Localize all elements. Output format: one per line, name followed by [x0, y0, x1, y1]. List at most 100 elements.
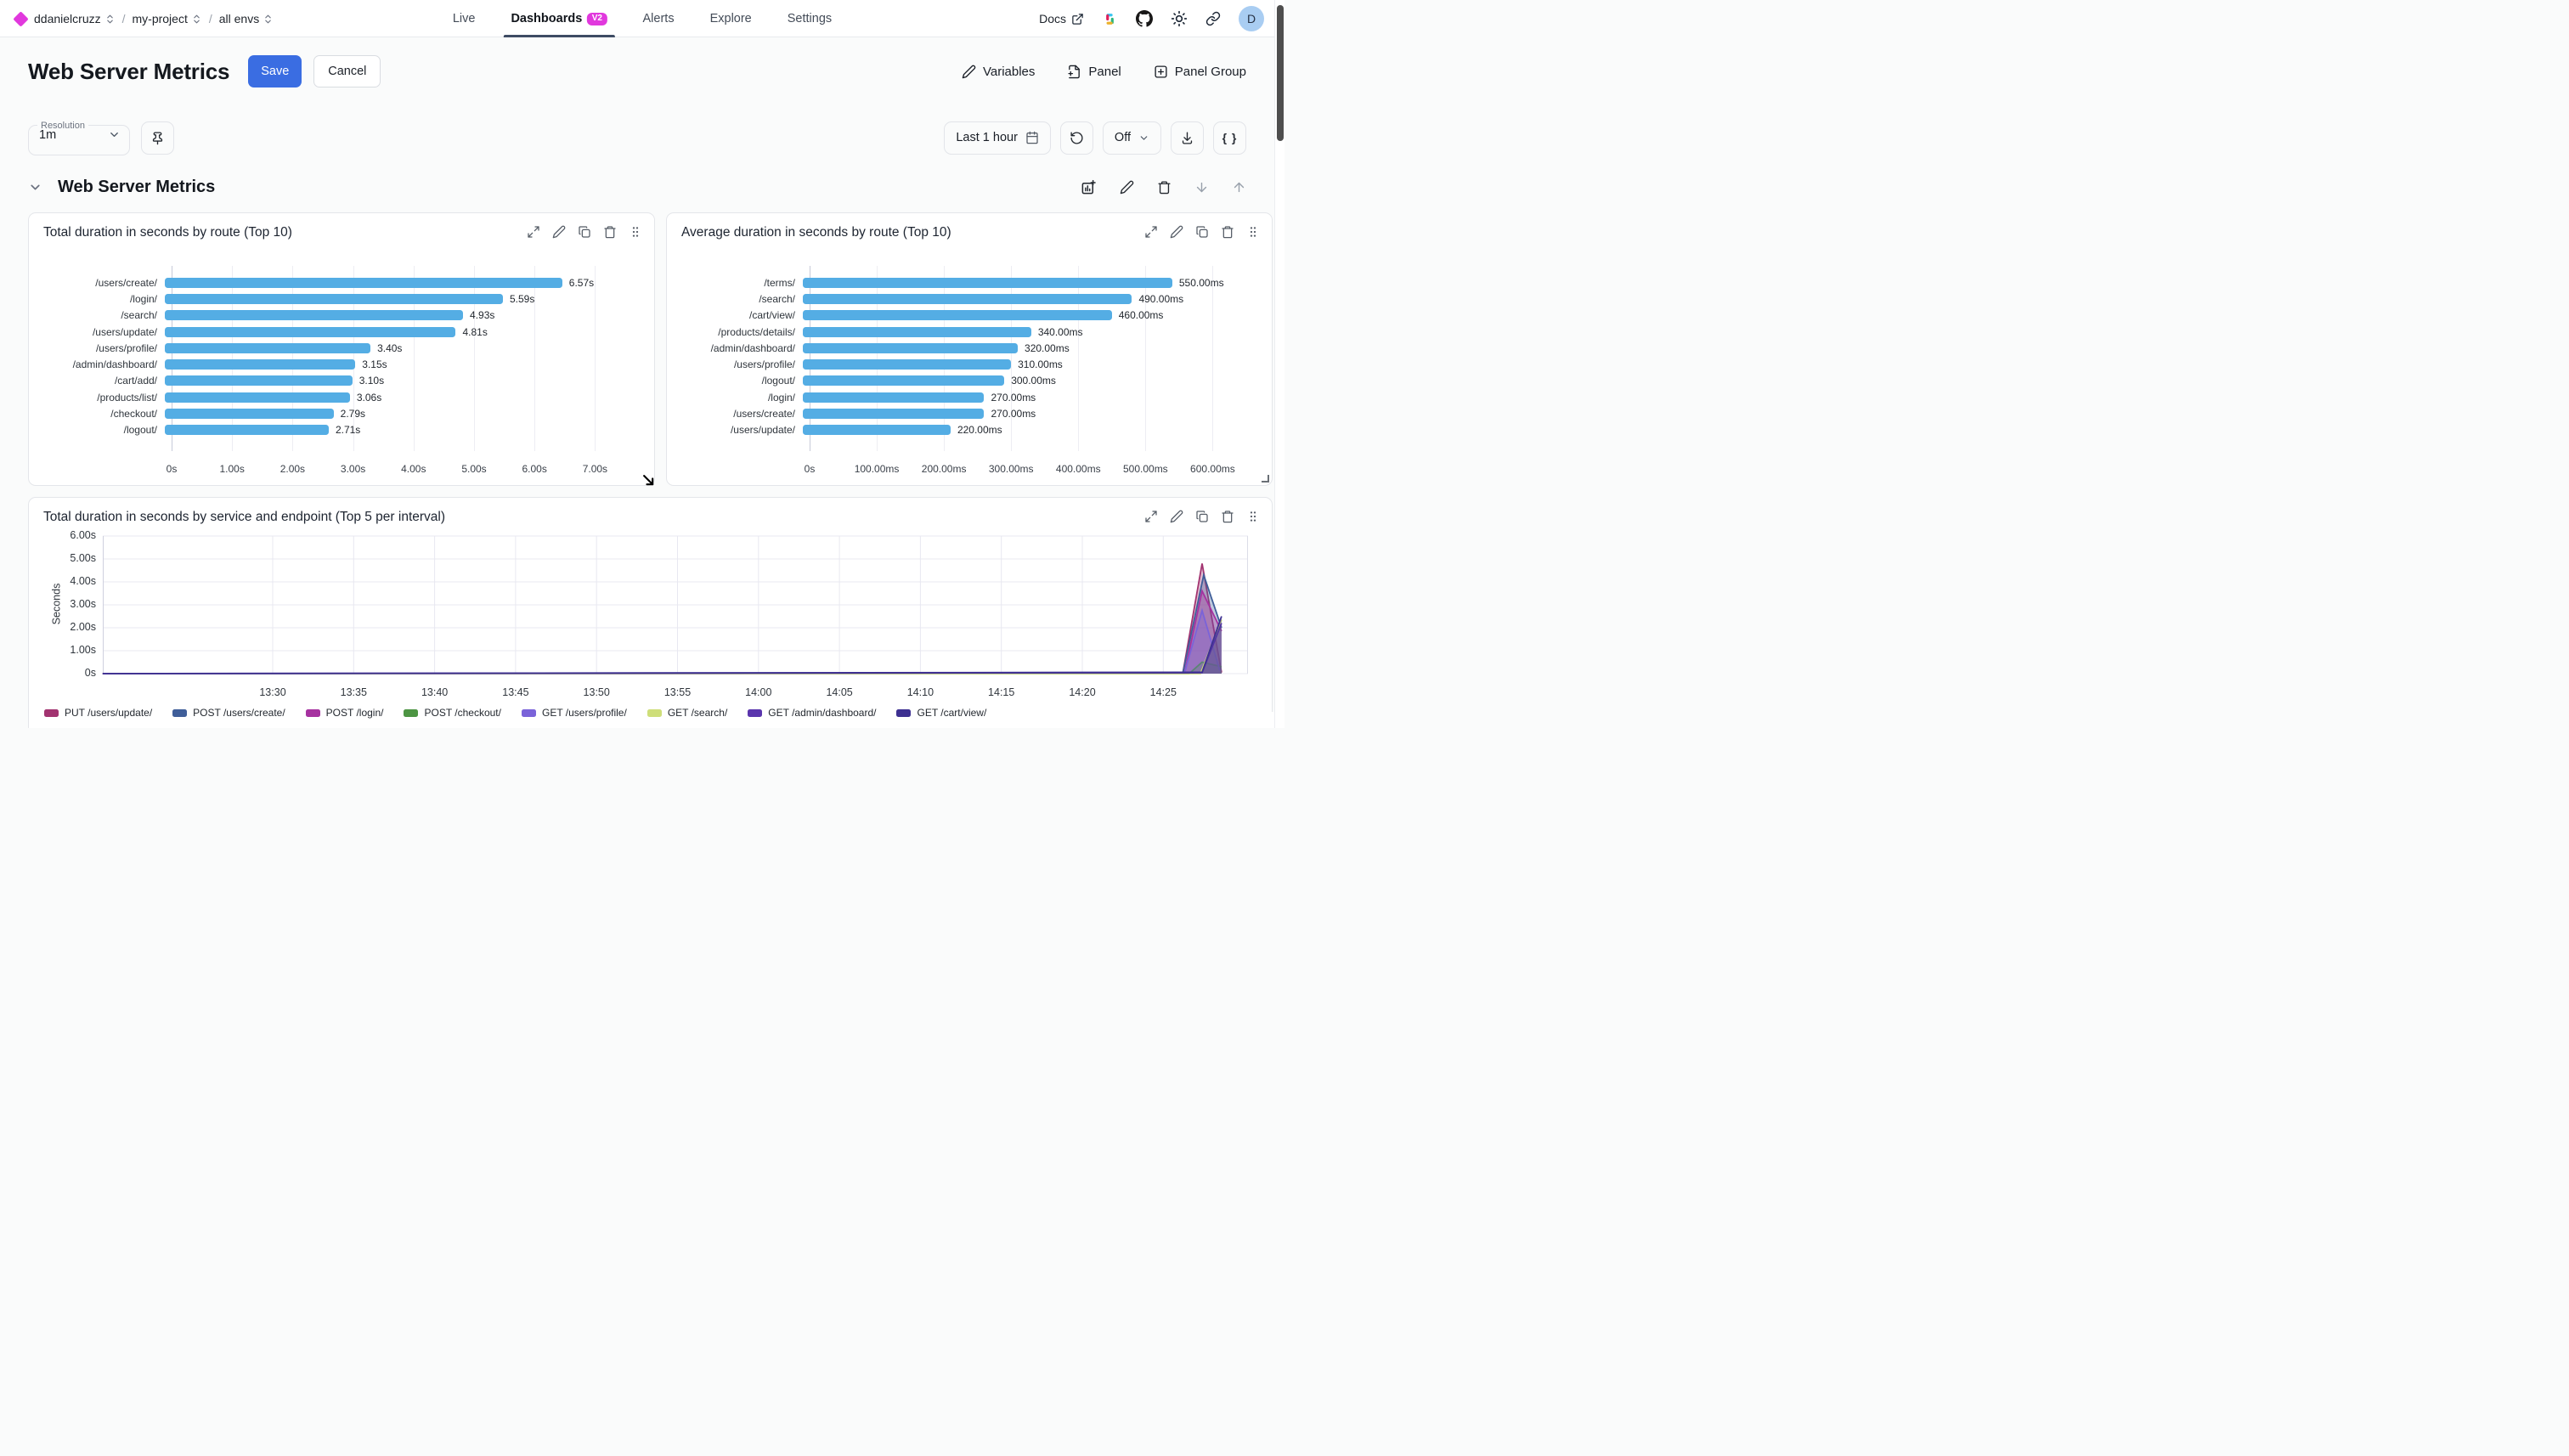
move-section-down-icon[interactable]	[1194, 180, 1209, 195]
drag-panel-handle-icon[interactable]	[1246, 225, 1260, 239]
bar-row: /products/details/340.00ms	[667, 324, 1272, 340]
delete-panel-icon[interactable]	[1221, 225, 1234, 239]
docs-link[interactable]: Docs	[1039, 12, 1084, 25]
scrollbar-corner	[1222, 712, 1274, 728]
nav-tab-settings[interactable]: Settings	[773, 0, 846, 37]
legend-item[interactable]: GET /admin/dashboard/	[748, 707, 876, 719]
bar-value-label: 320.00ms	[1025, 341, 1070, 354]
nav-tab-live[interactable]: Live	[438, 0, 490, 37]
save-button[interactable]: Save	[248, 55, 302, 87]
edit-panel-icon[interactable]	[552, 225, 566, 239]
cancel-button[interactable]: Cancel	[313, 55, 381, 87]
github-icon[interactable]	[1136, 10, 1153, 27]
legend-item[interactable]: GET /search/	[646, 707, 727, 719]
series-line	[102, 563, 1222, 674]
timeseries-plot[interactable]	[102, 535, 1248, 675]
bar[interactable]	[165, 326, 456, 337]
delete-panel-icon[interactable]	[1221, 510, 1234, 523]
duplicate-panel-icon[interactable]	[578, 225, 591, 239]
bar[interactable]	[165, 277, 562, 288]
breadcrumb-item-all envs[interactable]: all envs	[219, 12, 274, 25]
series-line	[102, 572, 1222, 674]
nav-tab-alerts[interactable]: Alerts	[629, 0, 689, 37]
grid-line	[1011, 266, 1013, 451]
breadcrumb-item-ddanielcruzz[interactable]: ddanielcruzz	[34, 12, 116, 25]
legend-label: GET /users/profile/	[541, 707, 627, 719]
add-panel-group-button[interactable]: Panel Group	[1154, 65, 1246, 79]
legend-item[interactable]: GET /cart/view/	[896, 707, 986, 719]
bar[interactable]	[165, 342, 371, 353]
bar[interactable]	[165, 392, 350, 403]
bar-category-label: /products/details/	[718, 325, 795, 338]
drag-panel-handle-icon[interactable]	[629, 225, 642, 239]
bar[interactable]	[803, 425, 951, 436]
edit-panel-icon[interactable]	[1170, 225, 1183, 239]
bar[interactable]	[803, 342, 1019, 353]
collapse-section-chevron-icon[interactable]	[28, 180, 42, 195]
bar[interactable]	[803, 375, 1005, 387]
bar[interactable]	[165, 359, 356, 370]
bar[interactable]	[803, 310, 1112, 321]
legend-item[interactable]: POST /login/	[305, 707, 383, 719]
auto-refresh-value: Off	[1114, 131, 1131, 144]
legend-item[interactable]: GET /users/profile/	[521, 707, 627, 719]
expand-panel-icon[interactable]	[527, 225, 540, 239]
duplicate-panel-icon[interactable]	[1195, 225, 1209, 239]
panel-group-label: Panel Group	[1174, 64, 1246, 79]
expand-panel-icon[interactable]	[1144, 225, 1158, 239]
sun-icon[interactable]	[1171, 10, 1188, 27]
x-axis-tick-label: 5.00s	[461, 463, 487, 475]
bar-category-label: /logout/	[761, 375, 795, 387]
refresh-button[interactable]	[1059, 121, 1093, 155]
bar[interactable]	[803, 409, 985, 420]
delete-panel-icon[interactable]	[603, 225, 617, 239]
bar[interactable]	[803, 359, 1012, 370]
breadcrumb-item-my-project[interactable]: my-project	[133, 12, 202, 25]
bar[interactable]	[165, 409, 334, 420]
bar[interactable]	[165, 425, 329, 436]
y-axis-tick-label: 4.00s	[70, 575, 96, 587]
duplicate-panel-icon[interactable]	[1195, 510, 1209, 523]
expand-panel-icon[interactable]	[1144, 510, 1158, 523]
bar-value-label: 3.10s	[359, 375, 385, 387]
bar-row: /login/5.59s	[29, 291, 654, 307]
scrollbar-thumb[interactable]	[1277, 5, 1284, 141]
resolution-select[interactable]: Resolution 1m	[28, 120, 130, 155]
nav-tab-dashboards[interactable]: Dashboards V2	[496, 0, 621, 37]
add-chart-icon[interactable]	[1081, 179, 1097, 195]
legend-item[interactable]: PUT /users/update/	[44, 707, 152, 719]
time-range-picker[interactable]: Last 1 hour	[944, 121, 1051, 155]
auto-refresh-select[interactable]: Off	[1102, 121, 1161, 155]
legend-item[interactable]: POST /users/create/	[172, 707, 285, 719]
json-view-button[interactable]: { }	[1213, 121, 1246, 155]
variables-button[interactable]: Variables	[962, 65, 1035, 79]
nav-tab-explore[interactable]: Explore	[696, 0, 766, 37]
bar[interactable]	[165, 375, 353, 387]
bar[interactable]	[803, 277, 1172, 288]
bar-row: /cart/view/460.00ms	[667, 308, 1272, 324]
drag-panel-handle-icon[interactable]	[1246, 510, 1260, 523]
bar[interactable]	[803, 293, 1132, 304]
bar[interactable]	[803, 326, 1031, 337]
x-axis-tick-label: 13:35	[340, 686, 367, 698]
avatar[interactable]: D	[1239, 6, 1264, 31]
legend-label: PUT /users/update/	[65, 707, 153, 719]
add-panel-button[interactable]: Panel	[1067, 65, 1121, 79]
move-section-up-icon[interactable]	[1232, 180, 1246, 195]
link-icon[interactable]	[1205, 11, 1221, 26]
bar[interactable]	[165, 310, 464, 321]
edit-panel-icon[interactable]	[1170, 510, 1183, 523]
bar[interactable]	[803, 392, 985, 403]
vertical-scrollbar[interactable]	[1274, 0, 1284, 728]
delete-section-icon[interactable]	[1157, 180, 1172, 195]
bar-value-label: 300.00ms	[1011, 375, 1056, 387]
slack-icon[interactable]	[1102, 11, 1118, 27]
edit-section-icon[interactable]	[1120, 180, 1134, 195]
bar[interactable]	[165, 293, 503, 304]
legend-item[interactable]: POST /checkout/	[404, 707, 501, 719]
download-button[interactable]	[1171, 121, 1204, 155]
grid-line	[1212, 266, 1214, 451]
panel-resize-corner[interactable]	[1262, 475, 1269, 483]
pin-resolution-button[interactable]	[141, 121, 174, 155]
y-axis-tick-label: 0s	[84, 667, 96, 679]
